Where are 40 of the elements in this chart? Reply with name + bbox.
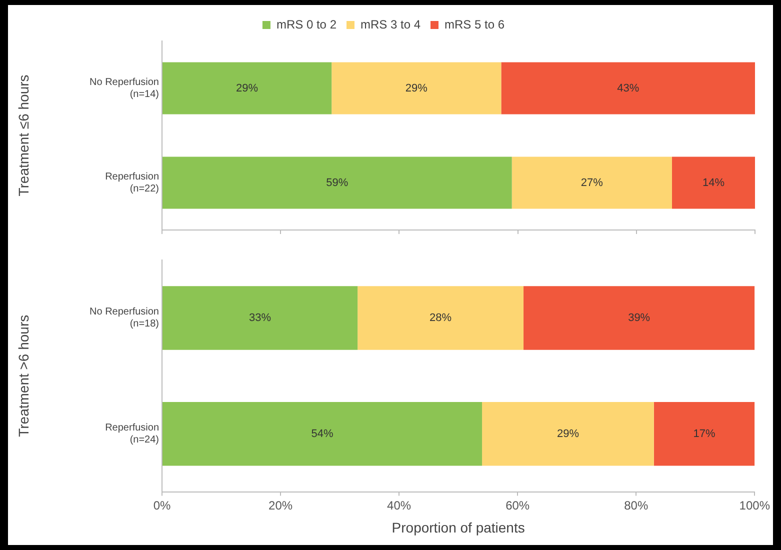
data-label: 27% [580,176,604,189]
bar [524,286,755,350]
data-label: 43% [617,82,640,94]
bar [162,402,482,466]
x-tick-label: 20% [268,498,293,512]
bar [332,62,502,114]
y-tick-label: Reperfusion (n=22) [105,172,159,194]
bar [162,286,358,350]
bar [672,156,755,209]
legend-label: mRS 3 to 4 [360,17,421,32]
legend-label: mRS 5 to 6 [444,17,505,32]
data-label: 29% [236,82,258,94]
bar [162,62,332,114]
data-label: 17% [693,428,716,440]
x-tick-label: 100% [739,498,770,512]
bar [654,402,755,466]
y-axis-title: Treatment >6 hours [15,314,32,437]
y-tick-label: No Reperfusion (n=14) [90,77,159,100]
bar [501,62,755,114]
x-tick-label: 0% [153,498,171,512]
data-label: 29% [405,82,428,94]
data-label: 33% [249,312,272,324]
bar [482,402,654,466]
bar [512,156,672,209]
y-tick-label: Reperfusion (n=24) [105,422,159,446]
data-label: 54% [311,428,334,440]
x-tick-label: 40% [387,498,412,512]
y-tick-label: No Reperfusion (n=18) [90,306,159,330]
data-label: 59% [326,176,348,189]
data-label: 14% [702,176,725,189]
y-axis-title: Treatment ≤6 hours [15,74,32,196]
bar [162,156,512,209]
data-label: 39% [628,312,650,324]
x-tick-label: 80% [624,498,648,512]
x-axis-title: Proportion of patients [392,519,525,536]
data-label: 28% [430,312,452,324]
x-tick-label: 60% [506,498,530,512]
bar [358,286,524,350]
legend-label: mRS 0 to 2 [276,17,337,32]
data-label: 29% [556,428,580,440]
